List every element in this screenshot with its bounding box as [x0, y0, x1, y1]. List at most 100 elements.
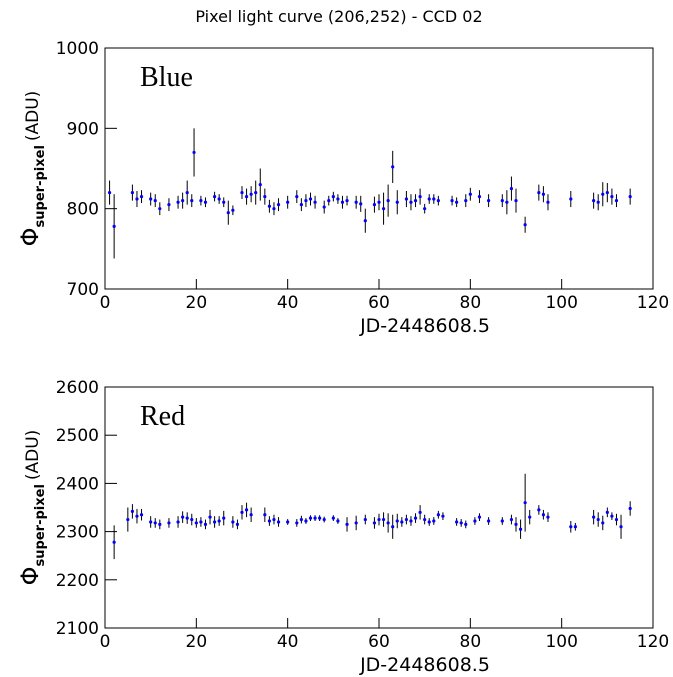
data-point	[363, 517, 367, 522]
data-point	[267, 519, 271, 523]
data-point	[213, 195, 217, 199]
data-point	[249, 192, 253, 196]
data-point	[395, 200, 399, 204]
data-point	[427, 520, 431, 524]
y-tick-label: 2300	[56, 523, 99, 543]
data-point	[418, 195, 422, 199]
y-tick-label: 2400	[56, 474, 99, 494]
data-point	[537, 191, 541, 195]
data-point	[477, 195, 482, 199]
data-point	[313, 516, 317, 520]
data-point	[217, 197, 221, 201]
data-point	[423, 207, 427, 211]
data-point	[381, 207, 386, 211]
data-point	[605, 510, 609, 514]
x-tick-label: 120	[637, 293, 669, 313]
data-point	[322, 517, 326, 522]
y-tick-label: 700	[67, 280, 99, 300]
data-point	[487, 199, 491, 203]
data-point	[167, 203, 171, 207]
data-point	[354, 200, 358, 204]
y-axis-subscript: super-pixel	[33, 145, 48, 227]
data-point	[436, 199, 440, 203]
data-point	[541, 513, 546, 517]
data-point	[468, 192, 472, 196]
data-point	[199, 520, 203, 524]
data-point	[336, 519, 340, 523]
data-point	[505, 200, 509, 204]
x-tick-label: 60	[368, 293, 390, 313]
data-point	[327, 199, 331, 203]
data-point	[596, 200, 600, 204]
data-point	[276, 520, 281, 524]
y-axis-symbol: Φ	[16, 566, 44, 585]
data-point	[514, 522, 518, 526]
data-point	[254, 191, 258, 195]
data-point	[222, 516, 226, 520]
data-point	[194, 521, 198, 525]
data-point	[199, 199, 203, 203]
data-point	[418, 510, 422, 514]
x-axis-label: JD-2448608.5	[359, 654, 490, 676]
data-point	[514, 199, 518, 203]
x-tick-label: 20	[186, 632, 208, 652]
data-point	[112, 540, 116, 544]
data-point	[272, 207, 276, 211]
data-point	[135, 197, 139, 201]
data-point	[190, 199, 194, 203]
x-axis-label: JD-2448608.5	[359, 315, 490, 337]
data-point	[226, 211, 230, 215]
panel-label: Red	[140, 401, 185, 432]
data-point	[432, 519, 436, 523]
data-point	[167, 521, 171, 525]
data-point	[381, 517, 386, 522]
x-tick-label: 40	[277, 632, 299, 652]
data-point	[286, 200, 290, 204]
data-point	[181, 515, 185, 519]
data-point	[126, 517, 130, 522]
data-point	[509, 186, 514, 191]
y-tick-label: 2200	[56, 571, 99, 591]
data-point	[308, 197, 313, 201]
data-point	[304, 519, 308, 523]
data-point	[244, 195, 249, 199]
data-point	[409, 200, 413, 204]
data-point	[107, 191, 112, 195]
data-point	[240, 191, 244, 195]
data-point	[386, 521, 390, 525]
data-point	[628, 195, 632, 199]
data-point	[313, 200, 317, 204]
data-point	[441, 514, 445, 518]
data-point	[158, 207, 162, 211]
y-tick-label: 900	[67, 119, 99, 139]
data-point	[176, 520, 180, 524]
chart-title: Pixel light curve (206,252) - CCD 02	[195, 7, 482, 26]
data-point	[614, 199, 619, 203]
data-point	[231, 208, 235, 212]
data-point	[203, 522, 208, 526]
data-point	[276, 203, 281, 207]
data-point	[546, 200, 550, 204]
x-tick-label: 100	[545, 293, 577, 313]
data-point	[423, 517, 427, 522]
data-point	[592, 515, 596, 519]
data-point	[231, 520, 235, 524]
data-point	[112, 224, 116, 228]
data-point	[404, 517, 408, 522]
data-point	[304, 199, 308, 203]
data-point	[263, 195, 267, 199]
y-tick-label: 2600	[56, 378, 99, 398]
data-point	[336, 197, 340, 201]
data-point	[359, 202, 363, 206]
data-point	[464, 522, 468, 526]
data-point	[377, 200, 381, 204]
data-point	[295, 195, 299, 199]
data-point	[500, 519, 504, 523]
y-tick-label: 2500	[56, 426, 99, 446]
x-tick-label: 20	[186, 293, 208, 313]
data-point	[413, 516, 418, 520]
data-point	[299, 517, 303, 522]
data-point	[153, 521, 157, 525]
